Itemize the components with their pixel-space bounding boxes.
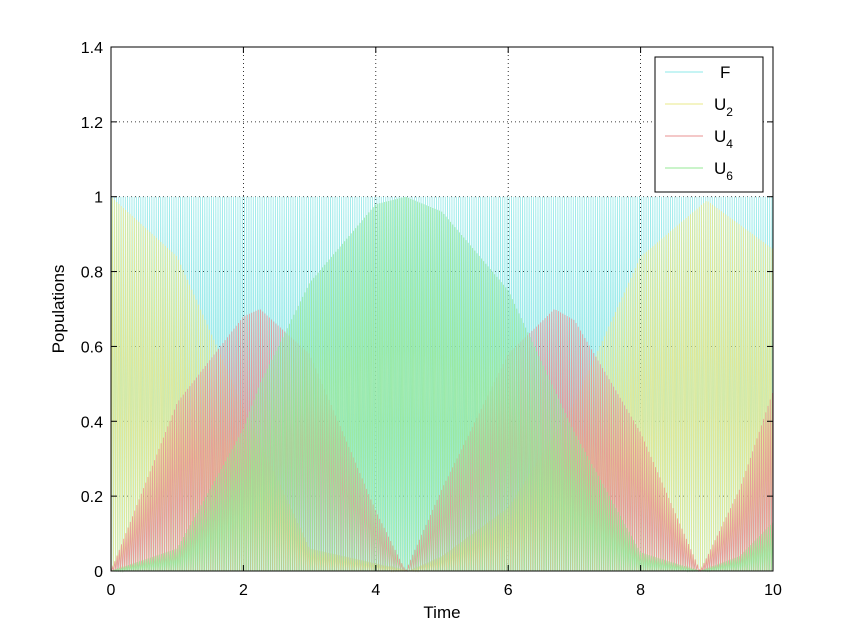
y-axis-label: Populations <box>49 265 68 354</box>
axes-frame <box>110 46 774 572</box>
x-tick-label: 6 <box>504 582 513 599</box>
y-tick-label: 0.4 <box>81 414 103 431</box>
y-tick-label: 0 <box>94 564 103 581</box>
y-tick-label: 1.4 <box>81 40 103 57</box>
legend-label-u2: U2 <box>714 95 733 119</box>
x-axis-label: Time <box>423 603 460 622</box>
legend-label-u4: U4 <box>714 127 733 151</box>
x-tick-label: 10 <box>764 582 782 599</box>
legend-box <box>654 56 764 193</box>
y-tick-label: 0.2 <box>81 489 103 506</box>
y-tick-label: 0.6 <box>81 339 103 356</box>
x-tick-label: 4 <box>371 582 380 599</box>
y-tick-label: 0.8 <box>81 265 103 282</box>
y-tick-label: 1 <box>94 190 103 207</box>
y-tick-label: 1.2 <box>81 115 103 132</box>
ticks <box>110 46 774 572</box>
legend-item-f: F <box>665 63 730 82</box>
legend: F U2 U4 U6 <box>654 56 764 193</box>
x-tick-label: 0 <box>107 582 116 599</box>
legend-item-u6: U6 <box>665 159 733 183</box>
legend-item-u4: U4 <box>665 127 733 151</box>
series-line-u6 <box>111 197 774 573</box>
tick-labels: 0 2 4 6 8 10 0 0.2 0.4 0.6 0.8 1 1.2 1.4 <box>81 40 782 599</box>
legend-item-u2: U2 <box>665 95 733 119</box>
x-tick-label: 8 <box>636 582 645 599</box>
legend-label-f: F <box>720 63 730 82</box>
legend-label-u6: U6 <box>714 159 733 183</box>
x-tick-label: 2 <box>239 582 248 599</box>
